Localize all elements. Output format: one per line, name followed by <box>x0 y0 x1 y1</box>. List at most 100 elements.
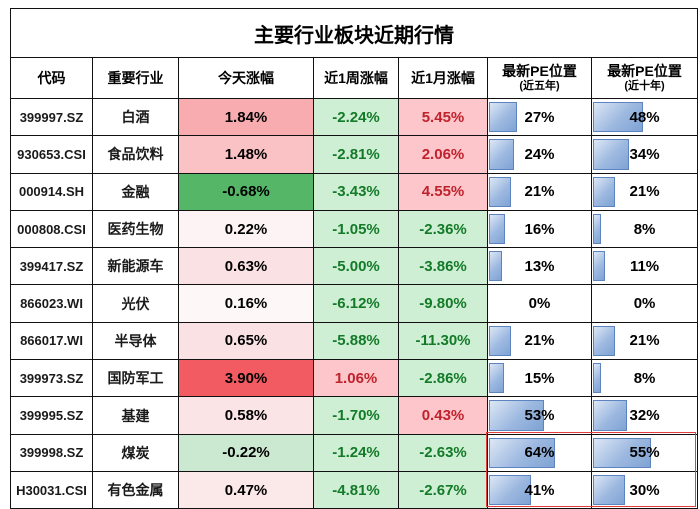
industry-cell: 白酒 <box>92 97 179 137</box>
pe-data-bar <box>489 213 506 245</box>
code-cell: 930653.CSI <box>10 135 93 174</box>
pe5y-value: 41% <box>524 481 555 499</box>
week-change-cell: -1.05% <box>313 209 399 249</box>
code-cell: 866023.WI <box>10 284 93 323</box>
pe10y-value: 8% <box>633 369 656 387</box>
code-cell: H30031.CSI <box>10 470 93 509</box>
col-header-week: 近1周涨幅 <box>313 57 399 99</box>
pe5y-cell: 27% <box>487 97 592 137</box>
col-header-today: 今天涨幅 <box>178 57 314 99</box>
table-row: 866023.WI 光伏 0.16% -6.12% -9.80% 0% 0% <box>10 284 699 323</box>
today-change-cell: -0.22% <box>178 433 314 472</box>
week-change-cell: -6.12% <box>313 284 399 323</box>
month-change-cell: -2.67% <box>398 470 488 509</box>
industry-cell: 食品饮料 <box>92 135 179 174</box>
pe-data-bar <box>489 176 511 207</box>
pe10y-cell: 32% <box>590 396 699 435</box>
week-change-cell: -3.43% <box>313 172 399 211</box>
pe5y-cell: 53% <box>487 396 592 435</box>
header-row: 代码 重要行业 今天涨幅 近1周涨幅 近1月涨幅 最新PE位置 (近五年) 最新PE位置 (近十… <box>10 57 699 99</box>
code-cell: 399417.SZ <box>10 247 93 286</box>
month-change-cell: -11.30% <box>398 321 488 361</box>
industry-cell: 光伏 <box>92 284 179 323</box>
pe5y-value: 21% <box>524 332 555 350</box>
month-change-cell: -2.63% <box>398 433 488 472</box>
month-change-cell: -9.80% <box>398 284 488 323</box>
pe10y-value: 48% <box>629 108 660 126</box>
code-cell: 866017.WI <box>10 321 93 361</box>
today-change-cell: 0.58% <box>178 396 314 435</box>
pe-data-bar <box>593 325 616 357</box>
code-cell: 399973.SZ <box>10 359 93 398</box>
table-row: 000808.CSI 医药生物 0.22% -1.05% -2.36% 16% … <box>10 209 699 249</box>
industry-cell: 有色金属 <box>92 470 179 509</box>
pe-data-bar <box>489 437 555 468</box>
code-cell: 399997.SZ <box>10 97 93 137</box>
month-change-cell: 4.55% <box>398 172 488 211</box>
table-row: 930653.CSI 食品饮料 1.48% -2.81% 2.06% 24% 3… <box>10 135 699 174</box>
week-change-cell: -5.88% <box>313 321 399 361</box>
col-header-code: 代码 <box>10 57 93 99</box>
pe10y-value: 55% <box>629 444 660 462</box>
pe10y-value: 21% <box>629 183 660 201</box>
pe-data-bar <box>593 102 644 133</box>
industry-table: 主要行业板块近期行情 代码 重要行业 今天涨幅 近1周涨幅 近1月涨幅 最新PE位置 (近五… <box>9 8 699 509</box>
pe-data-bar <box>593 363 602 394</box>
pe5y-value: 15% <box>524 369 555 387</box>
today-change-cell: 0.16% <box>178 284 314 323</box>
pe5y-value: 21% <box>524 183 555 201</box>
pe5y-cell: 15% <box>487 359 592 398</box>
pe10y-value: 21% <box>629 332 660 350</box>
pe10y-cell: 34% <box>590 135 699 174</box>
pe5y-value: 0% <box>528 295 551 313</box>
pe5y-cell: 13% <box>487 247 592 286</box>
table-row: 866017.WI 半导体 0.65% -5.88% -11.30% 21% 2… <box>10 321 699 361</box>
pe-data-bar <box>489 400 544 431</box>
week-change-cell: -1.24% <box>313 433 399 472</box>
pe10y-value: 34% <box>629 145 660 163</box>
pe5y-value: 64% <box>524 444 555 462</box>
pe10y-cell: 0% <box>590 284 699 323</box>
industry-cell: 基建 <box>92 396 179 435</box>
pe10y-cell: 30% <box>590 470 699 509</box>
industry-cell: 医药生物 <box>92 209 179 249</box>
week-change-cell: -4.81% <box>313 470 399 509</box>
week-change-cell: -2.24% <box>313 97 399 137</box>
pe5y-cell: 21% <box>487 172 592 211</box>
pe10y-cell: 48% <box>590 97 699 137</box>
pe10y-value: 0% <box>633 295 656 313</box>
today-change-cell: -0.68% <box>178 172 314 211</box>
pe-data-bar <box>593 251 605 282</box>
table-row: 399973.SZ 国防军工 3.90% 1.06% -2.86% 15% 8% <box>10 359 699 398</box>
col-header-month: 近1月涨幅 <box>398 57 488 99</box>
industry-cell: 金融 <box>92 172 179 211</box>
pe5y-cell: 0% <box>487 284 592 323</box>
pe5y-cell: 41% <box>487 470 592 509</box>
week-change-cell: -2.81% <box>313 135 399 174</box>
pe-data-bar <box>489 102 517 133</box>
today-change-cell: 3.90% <box>178 359 314 398</box>
pe-data-bar <box>593 176 616 207</box>
pe10y-cell: 21% <box>590 321 699 361</box>
pe-data-bar <box>489 139 514 170</box>
pe10y-cell: 11% <box>590 247 699 286</box>
code-cell: 000914.SH <box>10 172 93 211</box>
col-header-pe10: 最新PE位置 (近十年) <box>590 57 699 99</box>
table-row: 000914.SH 金融 -0.68% -3.43% 4.55% 21% 21% <box>10 172 699 211</box>
pe5y-cell: 21% <box>487 321 592 361</box>
pe5y-value: 16% <box>524 220 555 238</box>
today-change-cell: 0.63% <box>178 247 314 286</box>
pe10y-cell: 8% <box>590 359 699 398</box>
pe-data-bar <box>489 251 503 282</box>
pe5y-cell: 16% <box>487 209 592 249</box>
pe5y-value: 53% <box>524 407 555 425</box>
table-row: H30031.CSI 有色金属 0.47% -4.81% -2.67% 41% … <box>10 470 699 509</box>
month-change-cell: -2.36% <box>398 209 488 249</box>
table-row: 399995.SZ 基建 0.58% -1.70% 0.43% 53% 32% <box>10 396 699 435</box>
col-header-pe5: 最新PE位置 (近五年) <box>487 57 592 99</box>
pe-data-bar <box>489 474 532 506</box>
pe5y-value: 13% <box>524 257 555 275</box>
month-change-cell: -3.86% <box>398 247 488 286</box>
pe10y-value: 32% <box>629 407 660 425</box>
